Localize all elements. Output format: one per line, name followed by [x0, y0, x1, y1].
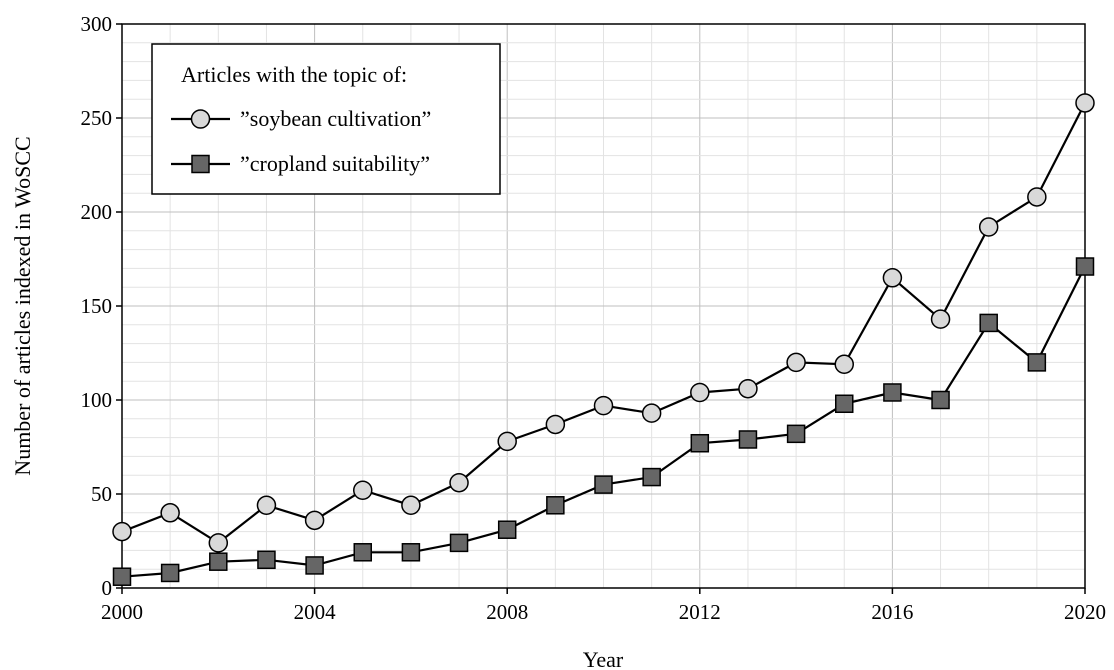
data-point: [257, 550, 276, 570]
data-point: [594, 475, 613, 494]
x-axis-title: Year: [583, 647, 624, 670]
data-point: [256, 495, 277, 516]
data-point: [1027, 353, 1047, 372]
y-tick-label: 200: [81, 200, 113, 224]
x-tick-label: 2008: [486, 600, 528, 624]
data-point: [305, 556, 324, 575]
data-point: [786, 424, 806, 444]
data-point: [112, 521, 132, 542]
data-point: [160, 503, 180, 523]
data-point: [1075, 257, 1095, 276]
data-point: [304, 510, 325, 531]
y-tick-label: 250: [81, 106, 113, 130]
data-point: [1075, 93, 1095, 113]
series-1: [112, 93, 1095, 553]
y-tick-label: 0: [102, 576, 113, 600]
legend-marker: [191, 154, 210, 174]
data-point: [738, 378, 758, 399]
data-point: [642, 467, 661, 487]
y-tick-label: 100: [81, 388, 113, 412]
data-point: [401, 543, 421, 562]
data-point: [593, 395, 614, 416]
data-point: [978, 217, 999, 237]
y-axis-title: Number of articles indexed in WoSCC: [10, 136, 35, 475]
y-tick-label: 150: [81, 294, 113, 318]
legend-label: ”soybean cultivation”: [240, 106, 431, 131]
data-point: [882, 268, 903, 288]
y-tick-label: 50: [91, 482, 112, 506]
data-point: [834, 354, 854, 375]
data-point: [449, 533, 469, 553]
data-point: [690, 433, 710, 453]
x-tick-label: 2020: [1064, 600, 1106, 624]
data-point: [546, 496, 565, 515]
data-point: [979, 313, 998, 333]
legend: Articles with the topic of: ”soybean cul…: [151, 43, 501, 195]
data-point: [545, 414, 566, 435]
data-point: [1027, 187, 1047, 207]
series-layer: [112, 93, 1095, 586]
x-axis: 2000 2004 2008 2012 2016 2020: [101, 588, 1106, 624]
data-point: [112, 567, 132, 586]
data-point: [160, 563, 180, 583]
data-point: [208, 533, 229, 553]
data-point: [497, 431, 517, 452]
data-point: [930, 309, 951, 329]
legend-entries: ”soybean cultivation” ”cropland suitabili…: [171, 106, 431, 176]
legend-box: [151, 43, 501, 195]
data-point: [353, 543, 372, 562]
data-point: [883, 383, 902, 402]
data-point: [786, 352, 806, 373]
y-tick-label: 300: [81, 12, 113, 36]
legend-marker: [190, 109, 211, 129]
data-point: [641, 403, 662, 423]
y-axis: 0 50 100 150 200 250 300: [81, 12, 122, 600]
legend-title: Articles with the topic of:: [181, 62, 407, 87]
data-point: [353, 480, 373, 500]
data-point: [449, 472, 469, 493]
x-tick-label: 2012: [679, 600, 721, 624]
x-tick-label: 2000: [101, 600, 143, 624]
series-2: [112, 257, 1095, 586]
data-point: [738, 430, 758, 449]
x-tick-label: 2016: [871, 600, 913, 624]
data-point: [497, 520, 517, 539]
data-point: [835, 394, 854, 414]
data-point: [931, 390, 950, 410]
data-point: [690, 382, 710, 403]
data-point: [401, 495, 421, 516]
x-tick-label: 2004: [294, 600, 337, 624]
legend-label: ”cropland suitability”: [240, 151, 430, 176]
data-point: [209, 552, 228, 571]
